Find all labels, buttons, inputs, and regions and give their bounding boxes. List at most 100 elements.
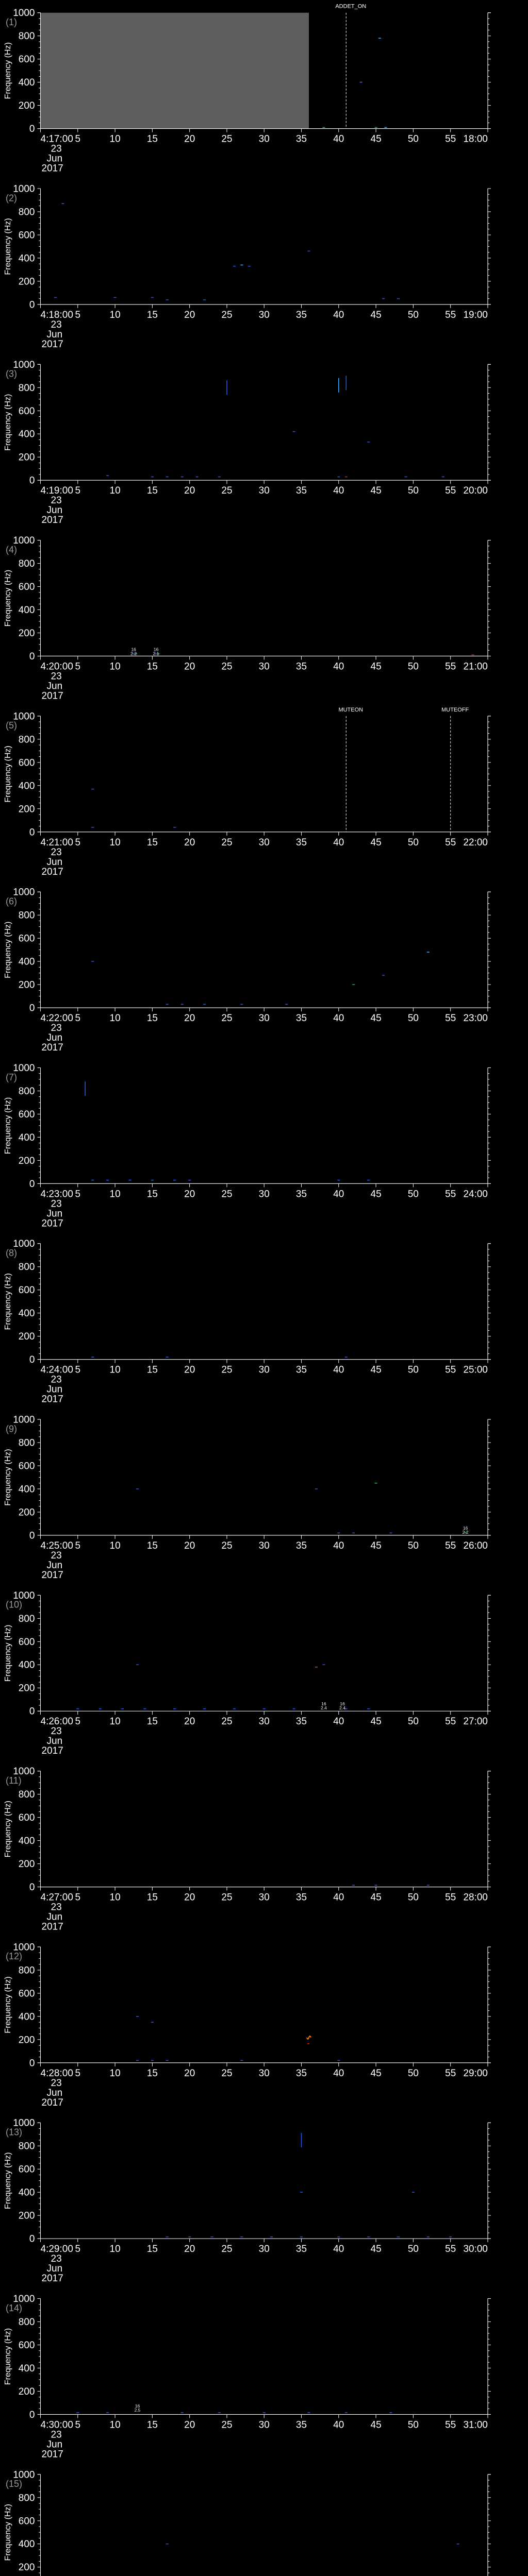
svg-text:5: 5 xyxy=(75,1189,81,1199)
svg-text:55: 55 xyxy=(445,134,456,145)
svg-text:0: 0 xyxy=(29,2234,35,2245)
svg-text:400: 400 xyxy=(19,1132,35,1143)
svg-text:50: 50 xyxy=(408,1540,419,1551)
svg-text:40: 40 xyxy=(333,1716,344,1727)
svg-text:23: 23 xyxy=(51,144,62,155)
svg-text:0: 0 xyxy=(29,1354,35,1365)
svg-text:55: 55 xyxy=(445,2419,456,2430)
svg-text:45: 45 xyxy=(371,1540,382,1551)
svg-text:23: 23 xyxy=(51,2078,62,2089)
svg-text:23: 23 xyxy=(51,1726,62,1737)
svg-text:40: 40 xyxy=(333,134,344,145)
svg-text:15: 15 xyxy=(147,837,158,848)
svg-text:45: 45 xyxy=(371,485,382,496)
svg-text:0: 0 xyxy=(29,1003,35,1014)
svg-text:800: 800 xyxy=(19,558,35,569)
svg-text:600: 600 xyxy=(19,406,35,417)
svg-text:35: 35 xyxy=(296,1892,307,1903)
svg-text:400: 400 xyxy=(19,1836,35,1846)
svg-text:10: 10 xyxy=(110,1365,121,1376)
svg-text:800: 800 xyxy=(19,2141,35,2152)
svg-text:50: 50 xyxy=(408,1892,419,1903)
svg-text:15: 15 xyxy=(147,661,158,672)
svg-text:23:00: 23:00 xyxy=(463,1013,488,1024)
svg-text:40: 40 xyxy=(333,485,344,496)
svg-text:Frequency (Hz): Frequency (Hz) xyxy=(4,570,12,626)
svg-text:2017: 2017 xyxy=(42,339,63,350)
svg-text:2017: 2017 xyxy=(42,163,63,174)
svg-text:MUTEOFF: MUTEOFF xyxy=(441,707,469,713)
svg-text:400: 400 xyxy=(19,1660,35,1671)
svg-text:20: 20 xyxy=(184,485,195,496)
svg-text:Frequency (Hz): Frequency (Hz) xyxy=(4,1097,12,1154)
svg-text:20: 20 xyxy=(184,1892,195,1903)
svg-text:2017: 2017 xyxy=(42,690,63,701)
svg-text:400: 400 xyxy=(19,429,35,440)
svg-text:0: 0 xyxy=(29,1530,35,1541)
svg-text:400: 400 xyxy=(19,77,35,88)
svg-text:50: 50 xyxy=(408,1716,419,1727)
svg-text:400: 400 xyxy=(19,2011,35,2022)
svg-text:600: 600 xyxy=(19,2340,35,2351)
svg-text:30: 30 xyxy=(259,310,270,320)
svg-text:(6): (6) xyxy=(6,896,17,906)
svg-text:27:00: 27:00 xyxy=(463,1716,488,1727)
svg-text:5: 5 xyxy=(75,2419,81,2430)
svg-text:2.4: 2.4 xyxy=(339,1705,345,1710)
svg-text:Frequency (Hz): Frequency (Hz) xyxy=(4,1273,12,1330)
svg-text:4:30:00: 4:30:00 xyxy=(41,2419,73,2430)
svg-text:800: 800 xyxy=(19,207,35,217)
svg-text:45: 45 xyxy=(371,1892,382,1903)
svg-text:35: 35 xyxy=(296,2244,307,2255)
svg-text:200: 200 xyxy=(19,628,35,639)
svg-text:ADDET_ON: ADDET_ON xyxy=(335,4,366,10)
svg-text:5: 5 xyxy=(75,2244,81,2255)
svg-text:15: 15 xyxy=(147,1892,158,1903)
svg-text:15: 15 xyxy=(147,1540,158,1551)
svg-text:0: 0 xyxy=(29,1179,35,1190)
svg-text:Frequency (Hz): Frequency (Hz) xyxy=(4,218,12,275)
svg-text:200: 200 xyxy=(19,452,35,463)
svg-text:20: 20 xyxy=(184,1716,195,1727)
svg-text:Jun: Jun xyxy=(47,2439,63,2450)
svg-text:20: 20 xyxy=(184,1365,195,1376)
svg-text:(14): (14) xyxy=(6,2303,22,2313)
svg-text:25: 25 xyxy=(221,1892,232,1903)
svg-text:(3): (3) xyxy=(6,369,17,379)
svg-text:50: 50 xyxy=(408,134,419,145)
svg-text:55: 55 xyxy=(445,2244,456,2255)
svg-text:4:24:00: 4:24:00 xyxy=(41,1365,73,1376)
svg-text:23: 23 xyxy=(51,2429,62,2440)
svg-text:600: 600 xyxy=(19,1812,35,1823)
svg-text:(15): (15) xyxy=(6,2479,22,2489)
svg-text:800: 800 xyxy=(19,383,35,394)
svg-text:30: 30 xyxy=(259,485,270,496)
svg-text:30: 30 xyxy=(259,1892,270,1903)
svg-text:10: 10 xyxy=(110,134,121,145)
svg-text:25: 25 xyxy=(221,2068,232,2079)
svg-text:40: 40 xyxy=(333,2244,344,2255)
svg-text:30: 30 xyxy=(259,1013,270,1024)
svg-text:2017: 2017 xyxy=(42,867,63,877)
svg-text:Frequency (Hz): Frequency (Hz) xyxy=(4,2328,12,2385)
svg-text:200: 200 xyxy=(19,1683,35,1694)
svg-text:15: 15 xyxy=(147,2068,158,2079)
svg-text:(7): (7) xyxy=(6,1072,17,1082)
svg-text:600: 600 xyxy=(19,1988,35,1999)
svg-text:10: 10 xyxy=(110,1189,121,1199)
svg-text:30: 30 xyxy=(259,661,270,672)
svg-text:20: 20 xyxy=(184,2419,195,2430)
svg-text:800: 800 xyxy=(19,2317,35,2328)
svg-text:55: 55 xyxy=(445,310,456,320)
svg-text:600: 600 xyxy=(19,1461,35,1472)
svg-text:600: 600 xyxy=(19,2164,35,2175)
svg-text:24:00: 24:00 xyxy=(463,1189,488,1199)
svg-text:0: 0 xyxy=(29,2058,35,2069)
svg-text:10: 10 xyxy=(110,1013,121,1024)
svg-text:25: 25 xyxy=(221,485,232,496)
svg-text:45: 45 xyxy=(371,661,382,672)
svg-text:25: 25 xyxy=(221,661,232,672)
svg-text:400: 400 xyxy=(19,781,35,791)
svg-text:35: 35 xyxy=(296,310,307,320)
svg-text:400: 400 xyxy=(19,2539,35,2550)
